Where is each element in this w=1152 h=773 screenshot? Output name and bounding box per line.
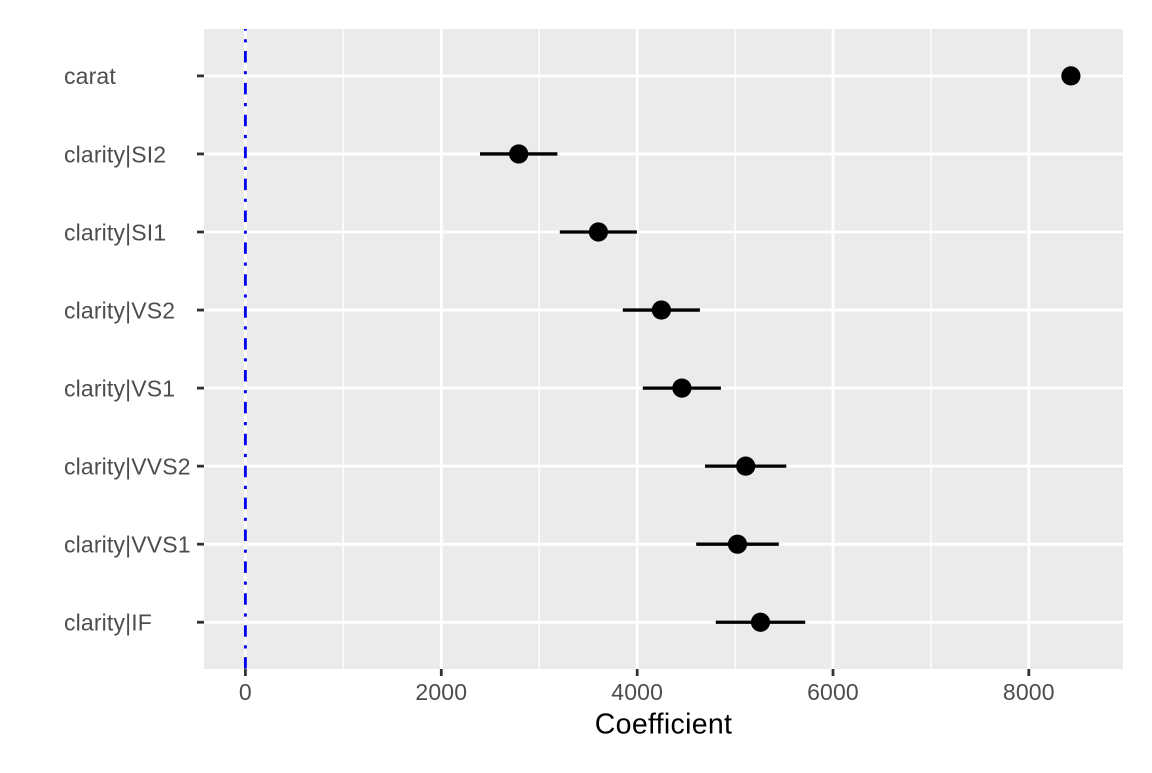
svg-text:Coefficient: Coefficient	[595, 708, 732, 740]
svg-text:clarity|SI1: clarity|SI1	[64, 219, 166, 245]
svg-text:4000: 4000	[611, 679, 663, 705]
svg-text:clarity|VS2: clarity|VS2	[64, 297, 175, 323]
svg-text:2000: 2000	[415, 679, 467, 705]
svg-text:6000: 6000	[807, 679, 859, 705]
svg-text:0: 0	[239, 679, 252, 705]
svg-text:clarity|SI2: clarity|SI2	[64, 141, 166, 167]
svg-text:clarity|VS1: clarity|VS1	[64, 375, 175, 401]
svg-text:clarity|IF: clarity|IF	[64, 610, 152, 636]
svg-text:carat: carat	[64, 63, 116, 89]
svg-text:8000: 8000	[1003, 679, 1055, 705]
svg-text:clarity|VVS2: clarity|VVS2	[64, 453, 191, 479]
svg-text:clarity|VVS1: clarity|VVS1	[64, 532, 191, 558]
